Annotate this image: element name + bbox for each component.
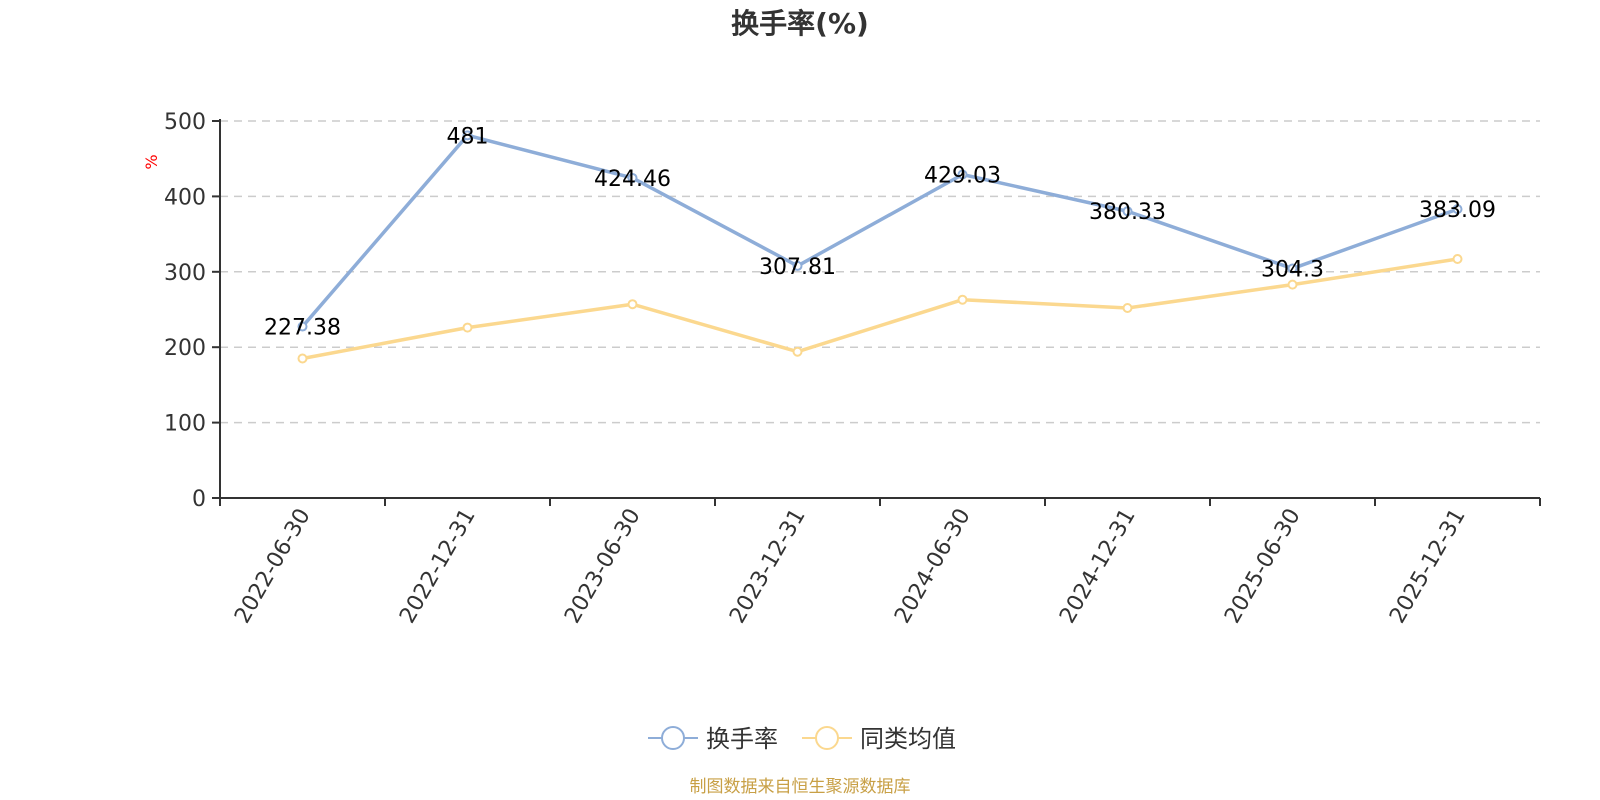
data-point[interactable]	[462, 322, 473, 333]
y-tick-label: 400	[164, 185, 206, 210]
data-point[interactable]	[957, 169, 968, 180]
data-point[interactable]	[627, 299, 638, 310]
legend-item[interactable]: 同类均值	[802, 725, 956, 753]
data-label: 304.3	[1261, 258, 1324, 283]
source-note: 制图数据来自恒生聚源数据库	[690, 777, 911, 797]
x-tick-label: 2024-06-30	[890, 505, 976, 628]
chart-title: 换手率(%)	[731, 7, 869, 40]
data-label: 481	[447, 124, 489, 149]
data-point[interactable]	[297, 353, 308, 364]
legend-marker-icon	[661, 726, 685, 750]
data-label: 307.81	[759, 255, 836, 280]
y-tick-label: 500	[164, 110, 206, 135]
x-tick-label: 2024-12-31	[1055, 505, 1141, 628]
data-point[interactable]	[627, 172, 638, 183]
data-point[interactable]	[1122, 302, 1133, 313]
y-tick-label: 300	[164, 261, 206, 286]
x-tick-label: 2023-12-31	[725, 505, 811, 628]
legend-item[interactable]: 换手率	[648, 725, 778, 753]
data-label: 227.38	[264, 316, 341, 341]
x-tick-label: 2022-06-30	[230, 505, 316, 628]
y-axis-label: %	[142, 154, 161, 169]
series-line	[302, 257, 1458, 361]
y-tick-label: 100	[164, 412, 206, 437]
data-label: 429.03	[924, 164, 1001, 189]
x-tick-label: 2023-06-30	[560, 505, 646, 628]
data-label: 383.09	[1419, 198, 1496, 223]
legend-marker-icon	[815, 726, 839, 750]
legend[interactable]: 换手率 同类均值	[648, 725, 956, 753]
data-point[interactable]	[792, 260, 803, 271]
data-point[interactable]	[1122, 206, 1133, 217]
data-point[interactable]	[1287, 279, 1298, 290]
data-label: 424.46	[594, 167, 671, 192]
axes: 0 100 200 300 400 500 2022-06-30 2022-12-31 2023…	[164, 110, 1541, 628]
data-point[interactable]	[1452, 253, 1463, 264]
data-point[interactable]	[297, 321, 308, 332]
legend-label: 同类均值	[860, 725, 956, 753]
series-lines	[297, 130, 1463, 364]
x-tick-label: 2025-12-31	[1385, 505, 1471, 628]
y-tick-label: 0	[192, 487, 206, 512]
data-point[interactable]	[1452, 204, 1463, 215]
x-tick-label: 2025-06-30	[1220, 505, 1306, 628]
y-tick-label: 200	[164, 336, 206, 361]
data-point[interactable]	[462, 130, 473, 141]
data-point[interactable]	[957, 294, 968, 305]
data-point[interactable]	[1287, 263, 1298, 274]
series-line	[301, 133, 1459, 328]
data-label: 380.33	[1089, 200, 1166, 225]
data-point[interactable]	[792, 346, 803, 357]
legend-label: 换手率	[706, 725, 778, 753]
data-labels: 227.38 481 424.46 307.81 429.03 380.33 304.3 38…	[264, 124, 1496, 340]
grid-lines	[220, 120, 1540, 424]
x-tick-label: 2022-12-31	[395, 505, 481, 628]
